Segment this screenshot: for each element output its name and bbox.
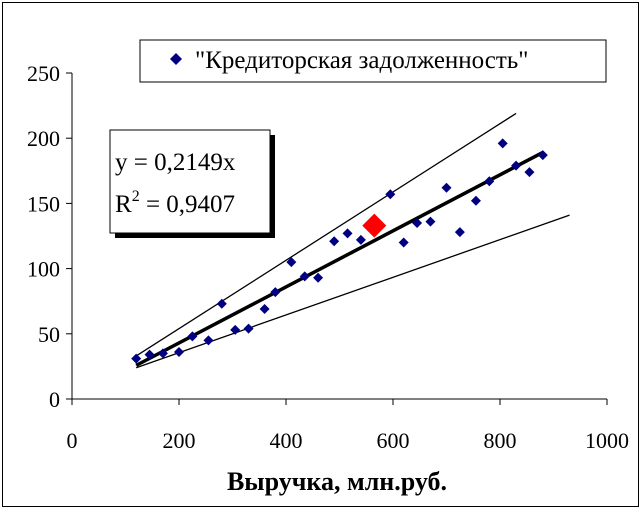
data-point xyxy=(385,189,396,200)
r-squared-value: = 0,9407 xyxy=(140,191,235,218)
x-tick-label: 400 xyxy=(270,428,303,453)
data-points xyxy=(131,138,548,364)
data-point xyxy=(203,335,214,346)
data-point xyxy=(270,287,281,298)
data-point xyxy=(243,323,254,334)
legend-marker xyxy=(170,53,182,65)
x-tick-labels: 0 200 400 600 800 1000 xyxy=(67,428,630,453)
data-point xyxy=(259,304,270,315)
data-point xyxy=(286,257,297,268)
data-point xyxy=(157,348,168,359)
data-point xyxy=(313,272,324,283)
highlight-point xyxy=(362,213,387,238)
y-tick-labels: 0 50 100 150 200 250 xyxy=(27,61,60,412)
data-point xyxy=(537,150,548,161)
y-tick-label: 100 xyxy=(27,257,60,282)
x-axis-label: Выручка, млн.руб. xyxy=(227,467,447,496)
legend-label: "Кредиторская задолженность" xyxy=(195,47,528,74)
data-point xyxy=(524,167,535,178)
data-point xyxy=(144,349,155,360)
data-point xyxy=(230,324,241,335)
upper-bound-line xyxy=(135,112,517,357)
data-point xyxy=(398,237,409,248)
y-tick-label: 200 xyxy=(27,126,60,151)
data-point xyxy=(497,138,508,149)
r-squared-exponent: 2 xyxy=(132,188,140,205)
data-point xyxy=(131,353,142,364)
data-point xyxy=(299,271,310,282)
data-point xyxy=(511,160,522,171)
y-tick-label: 150 xyxy=(27,191,60,216)
trend-line-group xyxy=(135,150,544,367)
legend-box xyxy=(139,39,607,83)
data-point xyxy=(216,298,227,309)
data-point xyxy=(412,217,423,228)
y-tick-label: 250 xyxy=(27,61,60,86)
equation-box xyxy=(109,129,271,234)
lower-bound-line xyxy=(135,214,570,369)
x-tick-label: 1000 xyxy=(585,428,629,453)
legend: "Кредиторская задолженность" xyxy=(139,39,612,88)
r-squared-base: R xyxy=(115,191,132,218)
data-point xyxy=(342,228,353,239)
regression-equation: y = 0,2149x R2 = 0,9407 xyxy=(109,129,275,238)
data-point xyxy=(470,195,481,206)
data-point xyxy=(355,234,366,245)
y-tick-label: 50 xyxy=(38,322,60,347)
x-tick-label: 0 xyxy=(67,428,78,453)
x-tick-label: 800 xyxy=(484,428,517,453)
data-point xyxy=(441,182,452,193)
axes xyxy=(66,72,608,405)
data-point xyxy=(484,176,495,187)
x-tick-label: 200 xyxy=(163,428,196,453)
trend-line xyxy=(135,150,544,367)
r-squared: R2 = 0,9407 xyxy=(115,188,235,218)
y-tick-label: 0 xyxy=(49,387,60,412)
data-point xyxy=(454,227,465,238)
data-point xyxy=(329,236,340,247)
equation-line: y = 0,2149x xyxy=(115,149,236,176)
x-tick-label: 600 xyxy=(377,428,410,453)
data-point xyxy=(187,331,198,342)
data-point xyxy=(174,347,184,358)
data-point xyxy=(425,216,436,227)
